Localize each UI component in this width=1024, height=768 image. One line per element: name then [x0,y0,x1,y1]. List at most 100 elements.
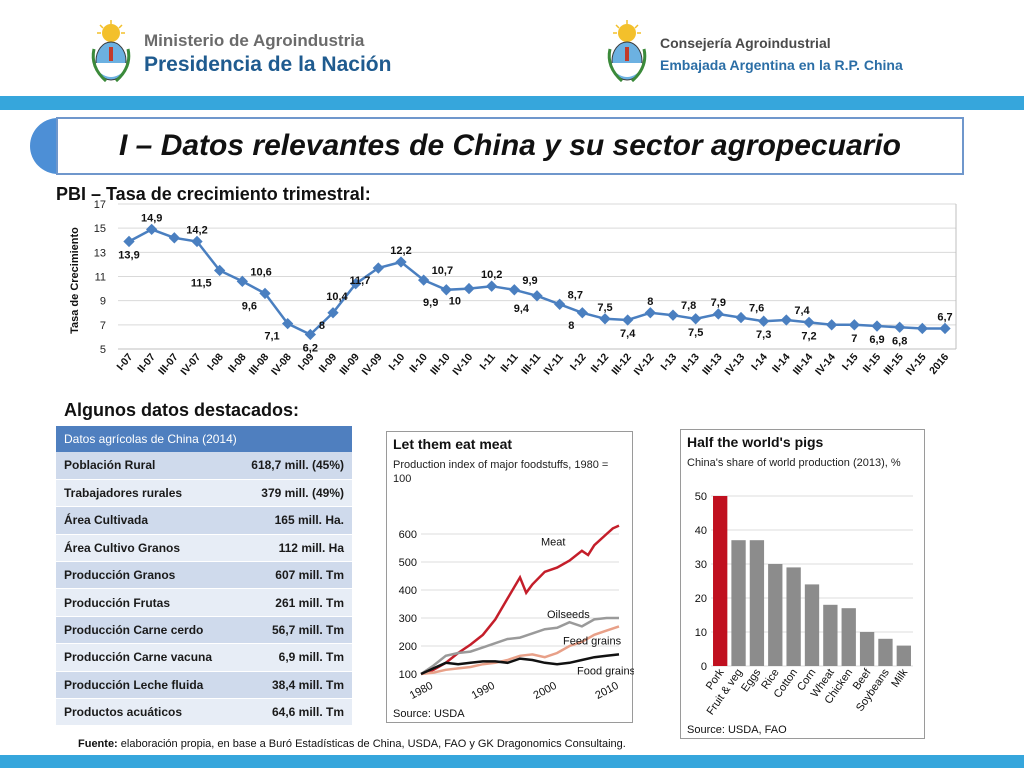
meat-figure-subtitle: Production index of major foodstuffs, 19… [393,459,609,485]
data-label: 7,4 [620,328,636,340]
figure-source: Source: USDA [393,708,465,720]
y-tick-label: 13 [94,247,106,259]
y-tick-label: 600 [399,529,417,541]
table-cell-value: 261 mill. Tm [234,588,352,617]
data-label: 10,2 [481,269,502,281]
table-row: Población Rural 618,7 mill. (45%) [56,452,352,480]
bar [731,540,746,666]
y-tick-label: 11 [95,272,106,284]
source-note: Fuente: elaboración propia, en base a Bu… [78,738,626,750]
data-point [531,290,543,302]
x-tick-label: III-13 [700,351,725,377]
x-tick-label: IV-12 [632,351,657,378]
data-label: 7 [851,333,857,345]
bar [841,608,856,666]
data-label: 9,9 [522,275,537,287]
x-tick-label: IV-10 [450,351,475,378]
table-row: Producción Carne cerdo 56,7 mill. Tm [56,616,352,645]
x-tick-label: II-14 [770,351,793,375]
x-tick-label: III-08 [247,351,272,377]
y-tick-label: 15 [94,223,106,235]
table-row: Trabajadores rurales 379 mill. (49%) [56,479,352,508]
argentina-crest-icon [607,20,647,83]
data-point [780,314,792,326]
data-label: 7,1 [264,331,279,343]
data-point [554,298,566,310]
data-point [916,322,928,335]
x-tick-label: 1990 [470,680,497,702]
data-label: 7,4 [794,305,810,317]
x-tick-label: III-10 [428,351,453,377]
x-tick-label: Milk [889,666,910,689]
y-tick-label: 40 [695,525,707,537]
page-title: I – Datos relevantes de China y su secto… [119,129,901,162]
y-tick-label: 7 [100,320,106,332]
table-cell-value: 38,4 mill. Tm [234,671,352,700]
x-tick-label: I-15 [840,351,861,373]
data-label: 7,5 [688,327,703,339]
table-cell-label: Producción Carne cerdo [56,616,235,645]
pigs-share-figure: 0 10 20 30 40 50 Pork Fruit & veg Eggs Rice Cotton… [680,429,925,739]
x-tick-label: I-12 [568,351,589,373]
pigs-figure-title: Half the world's pigs [687,434,824,450]
bar [859,632,875,666]
x-tick-label: III-12 [609,351,634,377]
bar [823,604,838,666]
series-line-oilseeds [420,616,619,676]
x-tick-label: III-09 [337,351,362,377]
table-cell-value: 379 mill. (49%) [234,479,352,508]
data-point [871,320,883,332]
data-label: 7,3 [756,329,771,341]
bar [896,645,911,666]
x-tick-label: III-11 [519,351,543,377]
header-left-line2: Presidencia de la Nación [144,53,392,76]
data-point [440,284,452,296]
table-cell-value: 112 mill. Ha [234,534,352,563]
y-tick-label: 300 [399,613,417,625]
data-point [282,317,294,330]
x-tick-label: III-15 [881,351,906,377]
data-label: 9,6 [242,300,257,312]
bar [749,540,765,666]
y-tick-label: 100 [399,669,417,681]
header-right-line1: Consejería Agroindustrial [660,35,831,51]
table-cell-value: 64,6 mill. Tm [234,698,352,727]
y-tick-label: 17 [94,199,106,211]
x-tick-label: II-11 [498,351,520,374]
data-label: 8 [647,296,653,308]
data-point [576,307,588,319]
table-cell-label: Área Cultivo Granos [56,534,235,563]
table-row: Productos acuáticos 64,6 mill. Tm [56,698,352,727]
data-label: 13,9 [118,249,139,261]
data-point [735,311,747,324]
table-cell-label: Producción Carne vacuna [56,643,235,672]
y-tick-label: 10 [695,627,707,639]
x-tick-label: IV-09 [360,351,385,378]
table-row: Producción Leche fluida 38,4 mill. Tm [56,671,352,700]
data-point [508,284,520,296]
data-label: 7,2 [801,330,816,342]
table-cell-value: 165 mill. Ha. [234,506,352,535]
data-point [848,319,860,331]
figure-source: Source: USDA, FAO [687,724,787,736]
x-tick-label: 1980 [408,680,435,702]
x-tick-label: II-07 [135,351,158,375]
bottom-accent-bar [0,755,1024,768]
x-tick-label: III-07 [156,351,181,377]
data-point [690,313,702,325]
data-label: 9,4 [514,303,530,315]
y-tick-label: 400 [399,585,417,597]
x-tick-label: IV-14 [813,351,838,378]
source-text: elaboración propia, en base a Buró Estad… [117,738,626,750]
data-point [667,309,679,321]
table-row: Producción Frutas 261 mill. Tm [56,588,352,617]
chart-subtitle: PBI – Tasa de crecimiento trimestral: [56,184,371,204]
y-tick-label: 9 [100,296,106,308]
agri-data-table: Datos agrícolas de China (2014) Població… [56,426,352,727]
table-cell-label: Área Cultivada [56,506,235,535]
header-right: Consejería Agroindustrial Embajada Argen… [604,14,903,94]
data-point [463,282,475,295]
table-cell-label: Productos acuáticos [56,698,235,727]
